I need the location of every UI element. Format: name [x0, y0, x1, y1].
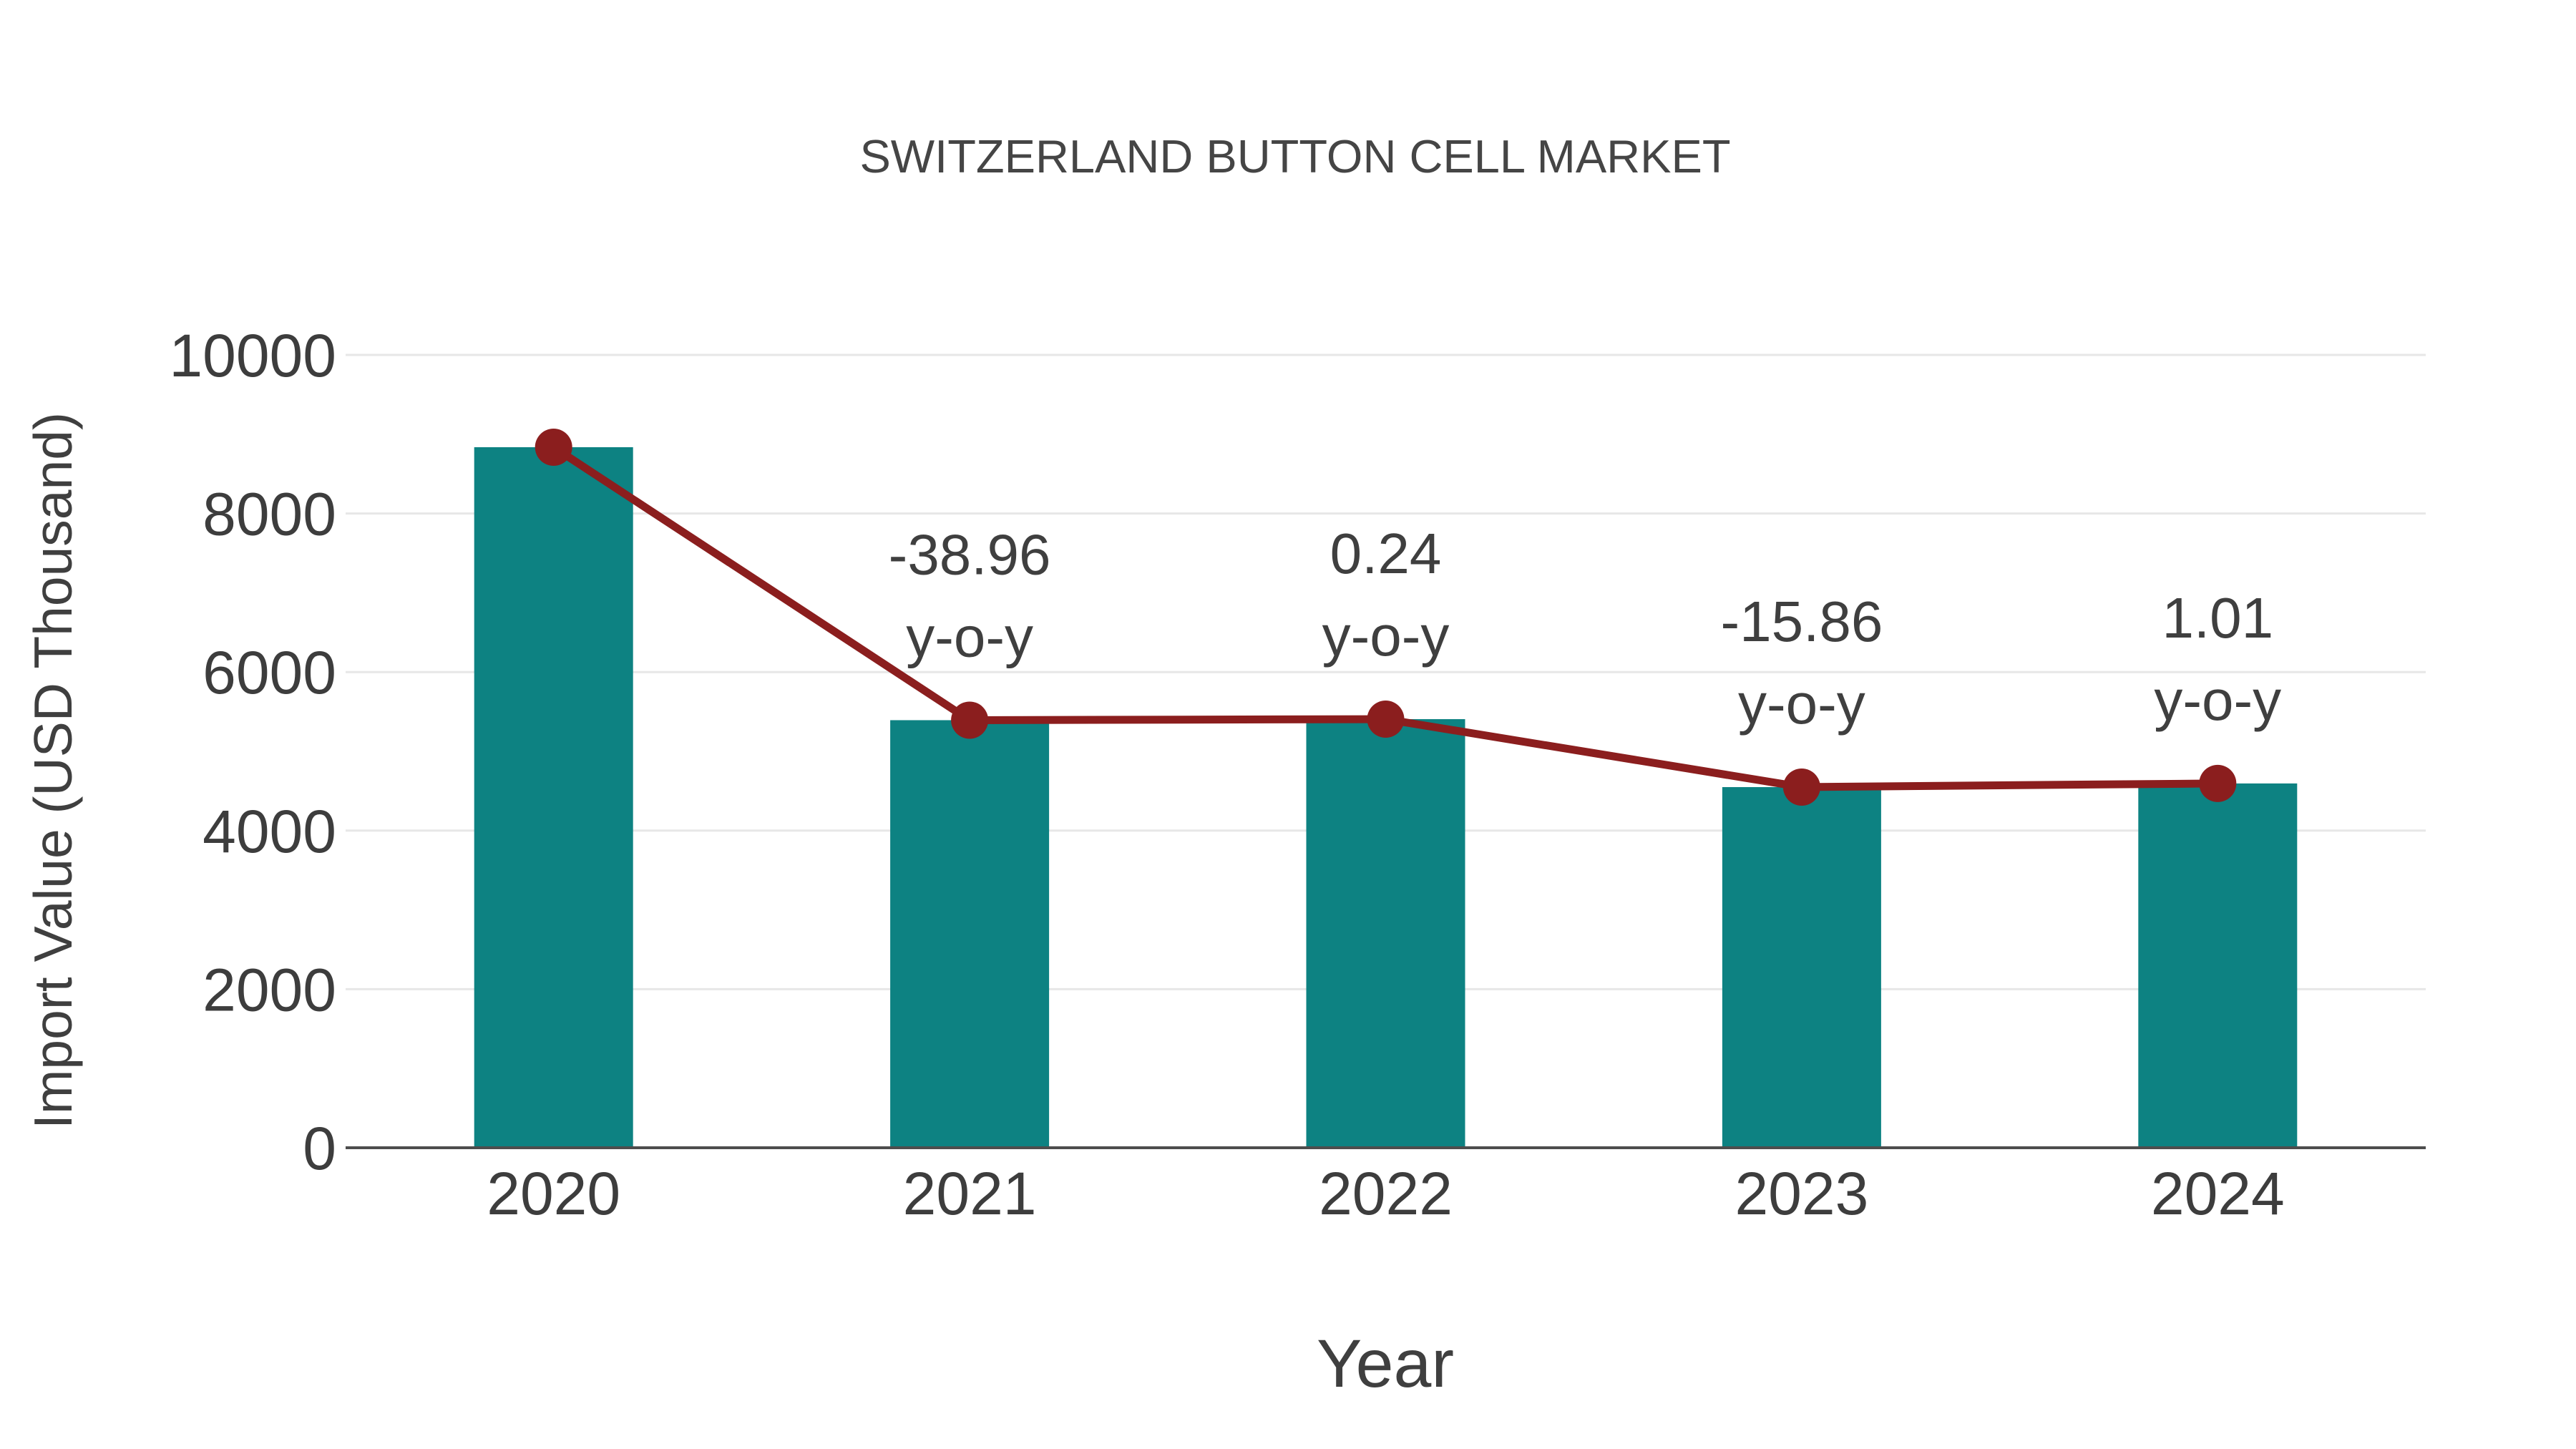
trend-marker-2020: [535, 428, 572, 466]
y-tick-label-8000: 8000: [203, 481, 336, 548]
x-tick-label-2020: 2020: [487, 1160, 620, 1227]
annotation-value-2024: 1.01: [2162, 586, 2273, 650]
bar-2024: [2138, 783, 2298, 1148]
bar-2020: [474, 447, 633, 1148]
y-tick-label-0: 0: [303, 1115, 336, 1182]
line-series-layer: [535, 428, 2237, 806]
bar-2022: [1306, 719, 1465, 1148]
annotations-layer: -38.96 y-o-y 0.24 y-o-y -15.86 y-o-y 1.01 y-o-y: [889, 522, 2282, 736]
trend-marker-2024: [2199, 764, 2237, 802]
annotation-suffix-2021: y-o-y: [906, 605, 1033, 668]
x-axis-title: Year: [1317, 1326, 1454, 1402]
x-tick-label-2024: 2024: [2151, 1160, 2285, 1227]
annotation-suffix-2023: y-o-y: [1738, 672, 1865, 736]
trend-marker-2023: [1782, 768, 1820, 806]
annotation-value-2022: 0.24: [1330, 522, 1442, 585]
bars-layer: [474, 447, 2298, 1148]
chart-title: SWITZERLAND BUTTON CELL MARKET: [859, 130, 1730, 182]
y-tick-label-4000: 4000: [203, 798, 336, 865]
bar-2021: [890, 720, 1050, 1148]
y-axis-title: Import Value (USD Thousand): [23, 412, 83, 1129]
x-tick-label-2022: 2022: [1319, 1160, 1453, 1227]
x-tick-label-2021: 2021: [903, 1160, 1037, 1227]
x-tick-label-2023: 2023: [1735, 1160, 1868, 1227]
annotation-value-2023: -15.86: [1720, 590, 1883, 653]
tick-labels-layer: 0 2000 4000 6000 8000 10000 2020 2021 2022 2023 20…: [169, 322, 2284, 1227]
y-tick-label-2000: 2000: [203, 956, 336, 1023]
bar-2023: [1722, 786, 1881, 1148]
annotation-value-2021: -38.96: [889, 522, 1051, 586]
trend-marker-2022: [1367, 701, 1405, 738]
y-tick-label-10000: 10000: [169, 322, 336, 389]
gridlines-layer: [346, 353, 2426, 990]
trend-marker-2021: [951, 701, 989, 739]
annotation-suffix-2022: y-o-y: [1322, 604, 1450, 668]
annotation-suffix-2024: y-o-y: [2154, 668, 2281, 732]
y-tick-label-6000: 6000: [203, 639, 336, 706]
